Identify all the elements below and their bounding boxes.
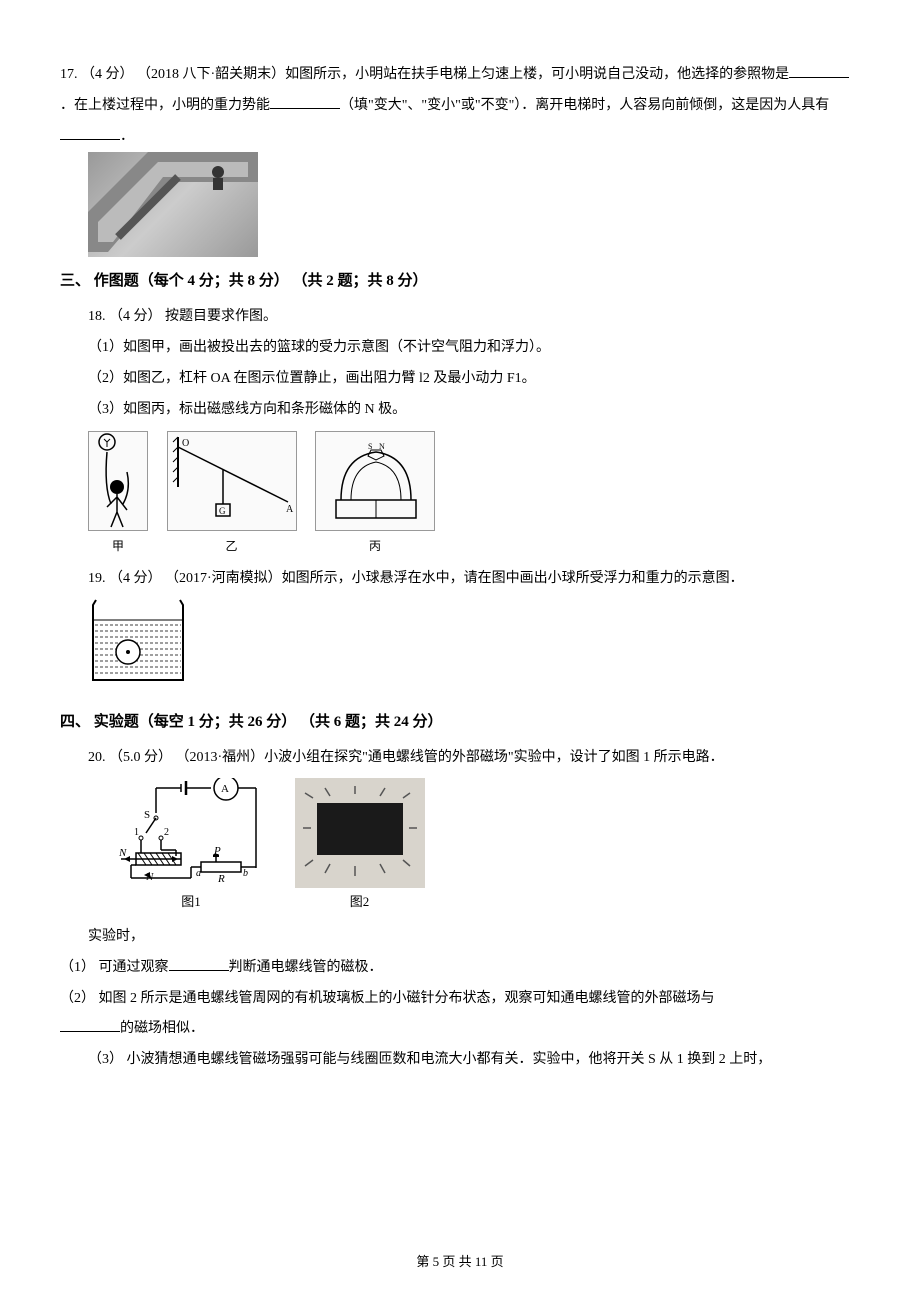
q17-paragraph: 17. （4 分） （2018 八下·韶关期末）如图所示，小明站在扶手电梯上匀速… <box>60 60 860 152</box>
svg-text:G: G <box>219 506 226 516</box>
q18-p1: （1）如图甲，画出被投出去的篮球的受力示意图（不计空气阻力和浮力）。 <box>60 333 860 364</box>
svg-text:A: A <box>221 783 229 795</box>
q18-figure-a: 甲 <box>88 431 148 559</box>
q20-p3: （3） 小波猜想通电螺线管磁场强弱可能与线圈匝数和电流大小都有关．实验中，他将开… <box>60 1045 860 1076</box>
q18-caption-c: 丙 <box>369 539 381 553</box>
q20-p2-post: 的磁场相似． <box>120 1021 204 1036</box>
svg-text:S: S <box>368 442 372 451</box>
q19-text: 19. （4 分） （2017·河南模拟）如图所示，小球悬浮在水中，请在图中画出… <box>60 564 860 595</box>
q20-figures: A S 1 2 <box>116 778 860 917</box>
q20-p1-blank <box>169 957 229 971</box>
q18-figures: 甲 O A G 乙 S N <box>88 431 860 559</box>
q20-header: 20. （5.0 分） （2013·福州）小波小组在探究"通电螺线管的外部磁场"… <box>60 743 860 774</box>
q18-p3: （3）如图丙，标出磁感线方向和条形磁体的 N 极。 <box>60 395 860 426</box>
svg-text:R: R <box>217 873 225 885</box>
q17-text-1: 17. （4 分） （2018 八下·韶关期末）如图所示，小明站在扶手电梯上匀速… <box>60 67 789 82</box>
section-3-title: 三、 作图题（每个 4 分；共 8 分） （共 2 题；共 8 分） <box>60 265 860 298</box>
q20-caption-1: 图1 <box>181 894 201 909</box>
q17-blank-1 <box>789 64 849 78</box>
q17-blank-2 <box>270 95 340 109</box>
q20-p1-pre: （1） 可通过观察 <box>60 960 169 975</box>
q18-header: 18. （4 分） 按题目要求作图。 <box>60 302 860 333</box>
svg-text:A: A <box>286 504 294 515</box>
q18-figure-b: O A G 乙 <box>167 431 297 559</box>
section-4-title: 四、 实验题（每空 1 分；共 26 分） （共 6 题；共 24 分） <box>60 706 860 739</box>
svg-text:b: b <box>243 868 248 879</box>
q17-text-3: （填"变大"、"变小"或"不变"）．离开电梯时，人容易向前倾倒，这是因为人具有 <box>340 98 829 113</box>
q20-p2-pre: （2） 如图 2 所示是通电螺线管周网的有机玻璃板上的小磁针分布状态，观察可知通… <box>60 991 715 1006</box>
q20-caption-2: 图2 <box>350 894 370 909</box>
q17-text-4: ． <box>120 129 134 144</box>
q17-blank-3 <box>60 126 120 140</box>
q17-figure-escalator <box>88 152 258 257</box>
q19-figure-beaker <box>88 595 193 685</box>
svg-text:S: S <box>144 809 150 821</box>
svg-text:N: N <box>379 442 385 451</box>
svg-text:1: 1 <box>134 827 139 838</box>
q20-p1: （1） 可通过观察 判断通电螺线管的磁极． <box>60 953 860 984</box>
q18-p2: （2）如图乙，杠杆 OA 在图示位置静止，画出阻力臂 l2 及最小动力 F1。 <box>60 364 860 395</box>
svg-text:N: N <box>118 847 127 859</box>
svg-text:P: P <box>213 845 221 857</box>
q18-figure-c: S N 丙 <box>315 431 435 559</box>
page-footer: 第 5 页 共 11 页 <box>0 1248 920 1277</box>
q20-figure-1: A S 1 2 <box>116 778 266 917</box>
q20-p1-post: 判断通电螺线管的磁极． <box>229 960 383 975</box>
q17-text-2: ．在上楼过程中，小明的重力势能 <box>60 98 270 113</box>
svg-text:2: 2 <box>164 827 169 838</box>
q20-p2-blank <box>60 1018 120 1032</box>
q18-caption-b: 乙 <box>225 539 237 553</box>
svg-text:O: O <box>182 438 189 449</box>
q20-p2: （2） 如图 2 所示是通电螺线管周网的有机玻璃板上的小磁针分布状态，观察可知通… <box>60 984 860 1046</box>
svg-text:a: a <box>196 868 201 879</box>
q20-intro: 实验时， <box>60 922 860 953</box>
q20-figure-2: 图2 <box>295 778 425 917</box>
q18-caption-a: 甲 <box>112 539 124 553</box>
